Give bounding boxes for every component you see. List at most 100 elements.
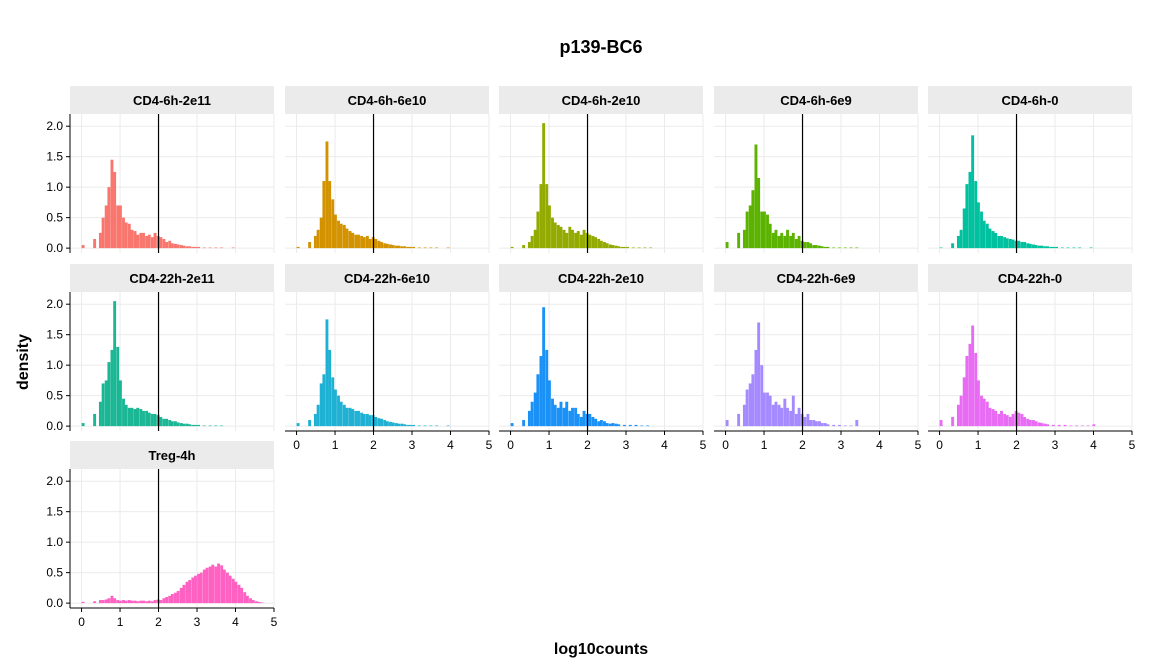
- histogram-bar: [383, 420, 387, 427]
- histogram-bar: [220, 425, 224, 427]
- histogram-bar: [308, 420, 312, 427]
- histogram-bar: [576, 231, 580, 249]
- histogram-bar: [823, 423, 827, 427]
- histogram-bar: [351, 409, 355, 427]
- facet-panel: CD4-6h-2e11 0.0 0.5 1.0 1.5 2.0: [46, 86, 275, 255]
- histogram-bar: [136, 601, 140, 604]
- histogram-bar: [1008, 416, 1012, 427]
- histogram-bar: [313, 235, 317, 249]
- histogram-bar: [110, 595, 114, 604]
- histogram-bar: [185, 581, 189, 604]
- histogram-bar: [385, 243, 389, 249]
- x-tick-label: 3: [194, 615, 201, 629]
- histogram-bar: [188, 579, 192, 604]
- histogram-bar: [1072, 247, 1076, 249]
- facet-strip: [70, 86, 274, 114]
- histogram-bar: [159, 600, 163, 604]
- histogram-bar: [217, 563, 221, 604]
- histogram-bar: [357, 410, 360, 427]
- y-tick-label: 1.0: [46, 535, 63, 549]
- histogram-bar: [118, 205, 122, 249]
- histogram-bar: [168, 420, 172, 427]
- histogram-bar: [162, 418, 166, 427]
- histogram-bar: [110, 159, 114, 249]
- histogram-bar: [93, 601, 97, 604]
- histogram-bar: [98, 600, 102, 604]
- histogram-bar: [316, 404, 320, 427]
- facet-panel: CD4-22h-2e11 0.0 0.5 1.0 1.5 2.0: [46, 264, 275, 433]
- facet-strip: [70, 441, 274, 469]
- histogram-bar: [214, 566, 218, 604]
- histogram-bar: [98, 232, 102, 249]
- x-tick-label: 3: [409, 438, 416, 452]
- histogram-bar: [812, 245, 816, 249]
- histogram-bar: [136, 234, 140, 249]
- histogram-bar: [1049, 246, 1053, 249]
- histogram-bar: [139, 409, 143, 427]
- histogram-bar: [127, 223, 131, 249]
- x-tick-label: 2: [155, 615, 162, 629]
- histogram-bar: [194, 424, 197, 427]
- histogram-bar: [814, 421, 818, 427]
- x-tick-label: 4: [232, 615, 239, 629]
- y-tick-label: 1.0: [46, 358, 63, 372]
- histogram-bar: [748, 205, 752, 249]
- facet-label: CD4-6h-6e10: [348, 93, 427, 108]
- histogram-bar: [951, 243, 955, 249]
- histogram-bar: [127, 600, 131, 604]
- histogram-bar: [214, 425, 218, 427]
- histogram-bar: [991, 231, 995, 249]
- histogram-bar: [820, 423, 824, 427]
- histogram-bar: [562, 407, 566, 427]
- x-tick-label: 4: [661, 438, 668, 452]
- x-tick-label: 4: [876, 438, 883, 452]
- facet-panel: CD4-6h-6e9: [714, 86, 919, 253]
- histogram-bar: [1089, 247, 1093, 249]
- x-tick-label: 5: [486, 438, 493, 452]
- y-tick-label: 2.0: [46, 119, 63, 133]
- histogram-bar: [1034, 421, 1038, 427]
- histogram-bar: [191, 424, 195, 427]
- facet-label: CD4-22h-6e10: [344, 271, 430, 286]
- histogram-bar: [348, 407, 352, 427]
- histogram-bar: [762, 211, 766, 249]
- histogram-bar: [617, 424, 621, 427]
- histogram-bar: [403, 246, 407, 249]
- histogram-bar: [605, 423, 609, 427]
- histogram-bar: [389, 421, 392, 427]
- histogram-bar: [339, 401, 343, 427]
- histogram-bar: [110, 349, 114, 427]
- histogram-bar: [588, 413, 592, 427]
- histogram-bar: [820, 246, 824, 249]
- histogram-bar: [771, 232, 775, 249]
- histogram-bar: [551, 217, 554, 249]
- histogram-bar: [400, 423, 404, 427]
- histogram-bar: [1043, 423, 1047, 427]
- histogram-bar: [1008, 238, 1012, 249]
- histogram-bar: [98, 401, 102, 427]
- histogram-bar: [786, 229, 789, 249]
- histogram-bar: [1046, 424, 1050, 427]
- histogram-bar: [296, 246, 300, 249]
- histogram-bar: [994, 410, 998, 427]
- histogram-bar: [818, 245, 821, 249]
- histogram-bar: [333, 389, 337, 427]
- histogram-bar: [599, 420, 603, 427]
- histogram-bar: [605, 243, 609, 249]
- histogram-bar: [104, 205, 108, 249]
- histogram-bar: [322, 374, 326, 427]
- histogram-bar: [374, 238, 378, 249]
- histogram-bar: [1003, 413, 1007, 427]
- histogram-bar: [228, 575, 232, 604]
- histogram-bar: [774, 229, 778, 249]
- histogram-bar: [328, 349, 332, 427]
- facet-panel: CD4-22h-6e10 0 1 2 3 4 5: [285, 264, 493, 452]
- histogram-bar: [319, 383, 323, 427]
- histogram-bar: [1026, 418, 1030, 427]
- histogram-bar: [362, 237, 366, 249]
- y-tick-label: 0.0: [46, 419, 63, 433]
- histogram-bar: [791, 232, 795, 249]
- histogram-bar: [559, 401, 563, 427]
- histogram-bar: [394, 245, 398, 249]
- histogram-bar: [170, 421, 174, 427]
